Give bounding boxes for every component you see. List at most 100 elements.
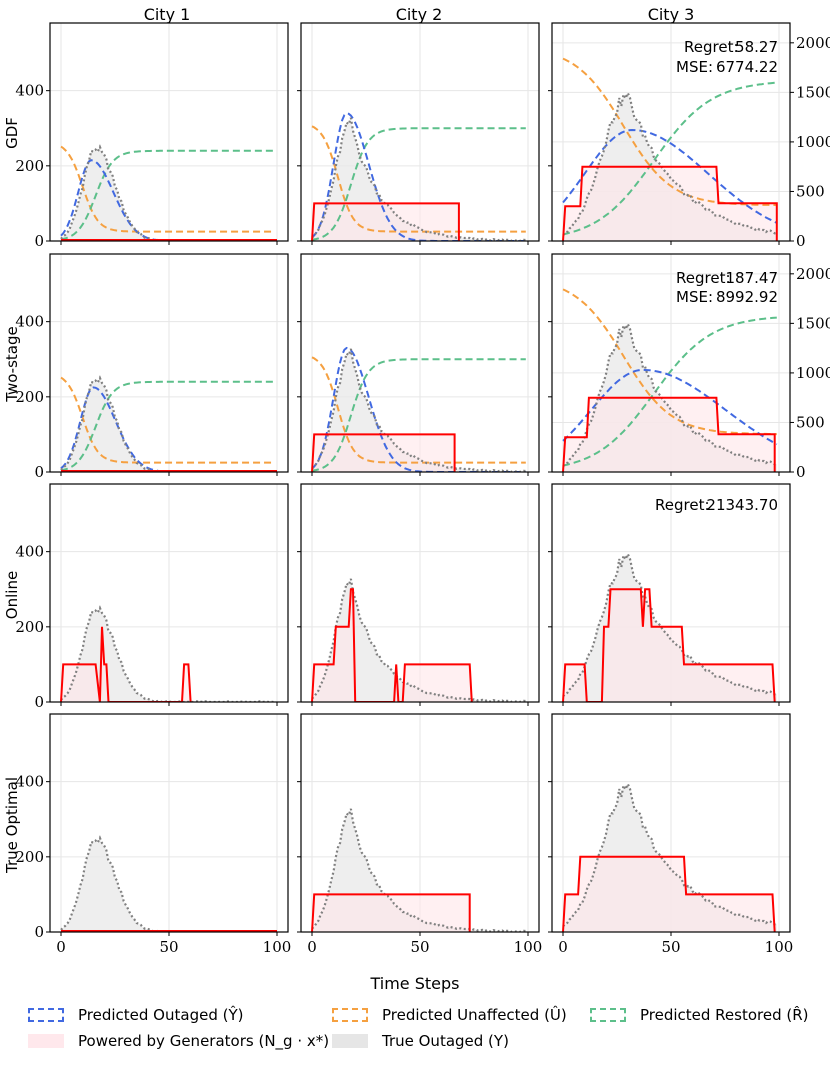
y-right-tick-label-1500-two-stage-city-3: 1500 [796,314,830,332]
y-tick-label-0-two-stage-city-1: 0 [34,463,44,481]
generator-fill-two-stage-city-2 [312,434,455,472]
panel-content-true-optimal-city-2 [311,808,526,932]
true-outaged-fill-gdf-city-1 [61,146,275,241]
panel-content-gdf-city-3 [562,57,778,241]
predicted-outaged-line-gdf-city-3 [562,128,778,224]
predicted-unaffected-line-two-stage-city-3 [562,288,777,436]
legend-swatch-outaged [28,1008,64,1022]
predicted-outaged-line-two-stage-city-2 [311,346,526,472]
panel-true-optimal-city-2: 0 50 100 [297,713,543,956]
panel-content-online-city-3 [562,551,778,702]
generator-line-gdf-city-3 [562,165,778,241]
generator-fill-online-city-3 [563,589,775,702]
y-right-tick-label-1000-gdf-city-3: 1000 [796,133,830,151]
panel-gdf-city-2 [297,22,540,245]
panel-content-two-stage-city-2 [311,346,526,472]
y-tick-label-0-true-optimal-city-1: 0 [34,923,44,941]
predicted-unaffected-line-gdf-city-2 [311,125,526,233]
true-outaged-line-two-stage-city-3 [562,321,778,467]
x-tick-label-0-true-optimal-city-3: 0 [558,938,568,956]
legend-label-generators: Powered by Generators (N_g · x*) [78,1032,330,1050]
x-tick-label-100-true-optimal-city-1: 100 [263,938,292,956]
generator-line-true-optimal-city-2 [311,893,471,932]
column-title-city-2: City 2 [396,5,443,24]
annotation-two-stage-regret-label: Regret: [676,269,731,287]
y-tick-label-200-gdf-city-1: 200 [15,157,44,175]
generator-fill-gdf-city-2 [312,203,459,241]
annotation-gdf-mse-label: MSE: [676,58,713,76]
legend-swatch-unaffected [332,1008,368,1022]
y-tick-label-200-true-optimal-city-1: 200 [15,848,44,866]
y-right-tick-label-500-gdf-city-3: 500 [796,182,825,200]
panel-two-stage-city-3: 0 500 1000 1500 2000 [548,253,830,481]
panel-true-optimal-city-1: 0 200 400 0 50 100 [15,713,292,956]
panel-content-gdf-city-2 [311,112,526,241]
panel-content-two-stage-city-3 [562,288,778,472]
y-tick-label-0-gdf-city-1: 0 [34,232,44,250]
annotation-two-stage-mse-value: 8992.92 [716,288,778,306]
x-tick-label-50-true-optimal-city-1: 50 [159,938,178,956]
labels-layer: City 1 City 2 City 3 GDF Two-stage Onlin… [3,5,778,993]
panel-content-online-city-1 [60,605,275,702]
predicted-restored-line-two-stage-city-1 [60,380,275,472]
generator-fill-true-optimal-city-3 [563,856,775,932]
annotation-online-regret-label: Regret: [655,496,710,514]
predicted-unaffected-line-two-stage-city-1 [60,376,275,464]
predicted-unaffected-line-two-stage-city-2 [311,356,526,464]
panel-two-stage-city-1: 0 200 400 [15,253,289,481]
y-tick-label-400-true-optimal-city-1: 400 [15,773,44,791]
row-title-true-optimal: True Optimal [3,777,21,874]
predicted-restored-line-gdf-city-1 [60,149,275,241]
y-right-tick-label-1000-two-stage-city-3: 1000 [796,364,830,382]
y-tick-label-200-two-stage-city-1: 200 [15,388,44,406]
true-outaged-fill-two-stage-city-1 [61,377,275,472]
x-tick-label-50-true-optimal-city-3: 50 [661,938,680,956]
x-tick-label-0-true-optimal-city-1: 0 [56,938,66,956]
y-right-tick-label-500-two-stage-city-3: 500 [796,413,825,431]
y-right-tick-label-2000-two-stage-city-3: 2000 [796,265,830,283]
legend-swatch-generators [28,1034,64,1048]
legend-item-powered-by-generators: Powered by Generators (N_g · x*) [28,1032,329,1050]
legend-swatch-true-outaged [332,1034,368,1048]
row-title-gdf: GDF [3,117,21,149]
row-title-online: Online [3,571,21,619]
column-title-city-1: City 1 [144,5,191,24]
generator-line-two-stage-city-2 [311,433,456,472]
x-tick-label-0-true-optimal-city-2: 0 [307,938,317,956]
predicted-unaffected-line-gdf-city-1 [60,145,275,233]
annotation-gdf-regret-label: Regret: [684,38,739,56]
y-tick-label-400-gdf-city-1: 400 [15,82,44,100]
panel-content-true-optimal-city-1 [60,835,277,932]
legend-item-predicted-unaffected: Predicted Unaffected (Û) [332,1006,567,1024]
annotation-two-stage-regret-value: 187.47 [726,269,779,287]
annotation-online-regret-value: 21343.70 [706,496,778,514]
generator-line-online-city-2 [311,588,473,702]
legend-label-unaffected: Predicted Unaffected (Û) [382,1006,567,1024]
annotation-gdf-regret-value: 58.27 [735,38,778,56]
y-tick-label-0-online-city-1: 0 [34,693,44,711]
predicted-restored-line-gdf-city-3 [562,81,777,236]
panel-true-optimal-city-3: 0 50 100 [548,713,794,956]
x-axis-label: Time Steps [369,974,459,993]
legend-item-predicted-outaged: Predicted Outaged (Ŷ) [28,1006,243,1024]
panel-content-true-optimal-city-3 [562,781,778,932]
x-tick-label-100-true-optimal-city-2: 100 [514,938,543,956]
column-title-city-3: City 3 [648,5,695,24]
true-outaged-line-online-city-3 [562,551,778,697]
x-tick-label-100-true-optimal-city-3: 100 [765,938,794,956]
true-outaged-line-gdf-city-3 [562,90,778,236]
panel-two-stage-city-2 [297,253,540,476]
y-right-tick-label-0-two-stage-city-3: 0 [796,463,806,481]
panel-content-online-city-2 [311,578,526,702]
y-right-tick-label-2000-gdf-city-3: 2000 [796,34,830,52]
legend-swatch-restored [590,1008,626,1022]
predicted-restored-line-gdf-city-2 [311,127,526,241]
true-outaged-line-true-optimal-city-3 [562,781,778,927]
generator-line-online-city-3 [562,588,776,702]
generator-line-online-city-1 [60,626,192,702]
x-tick-label-50-true-optimal-city-2: 50 [410,938,429,956]
legend-label-restored: Predicted Restored (R̂) [640,1006,809,1024]
panel-online-city-2 [297,483,540,706]
generator-line-true-optimal-city-3 [562,855,776,932]
y-tick-label-400-online-city-1: 400 [15,543,44,561]
